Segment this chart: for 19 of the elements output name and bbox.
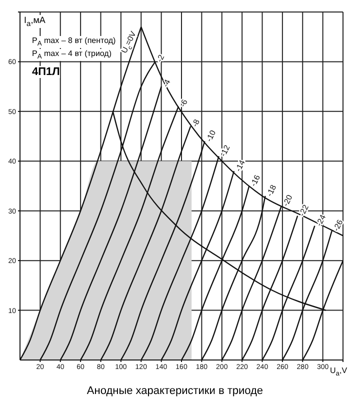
text: -8 — [190, 117, 202, 128]
text: -16 — [248, 173, 262, 188]
text: -14 — [234, 158, 248, 173]
text: -12 — [218, 143, 232, 158]
text: -4 — [161, 78, 172, 88]
text: Анодные характеристики в триоде — [86, 385, 264, 397]
text: -22 — [297, 202, 311, 218]
text: -24 — [314, 212, 328, 228]
text: -20 — [281, 192, 295, 208]
text: -18 — [264, 182, 278, 198]
annotation: P$_{A}$ max – 4 вт (триод) — [32, 49, 112, 61]
text: -10 — [204, 128, 218, 144]
annotation: P$_{A}$ max – 8 вт (пентод) — [32, 36, 116, 48]
text: -6 — [178, 98, 190, 108]
x-axis-title: U$_{a}$,V — [330, 366, 348, 378]
text: -2 — [154, 52, 166, 64]
y-axis-title: I$_{a}$,мА — [24, 15, 46, 28]
text: -26 — [332, 218, 346, 233]
annotation: 4П1Л — [32, 66, 60, 78]
